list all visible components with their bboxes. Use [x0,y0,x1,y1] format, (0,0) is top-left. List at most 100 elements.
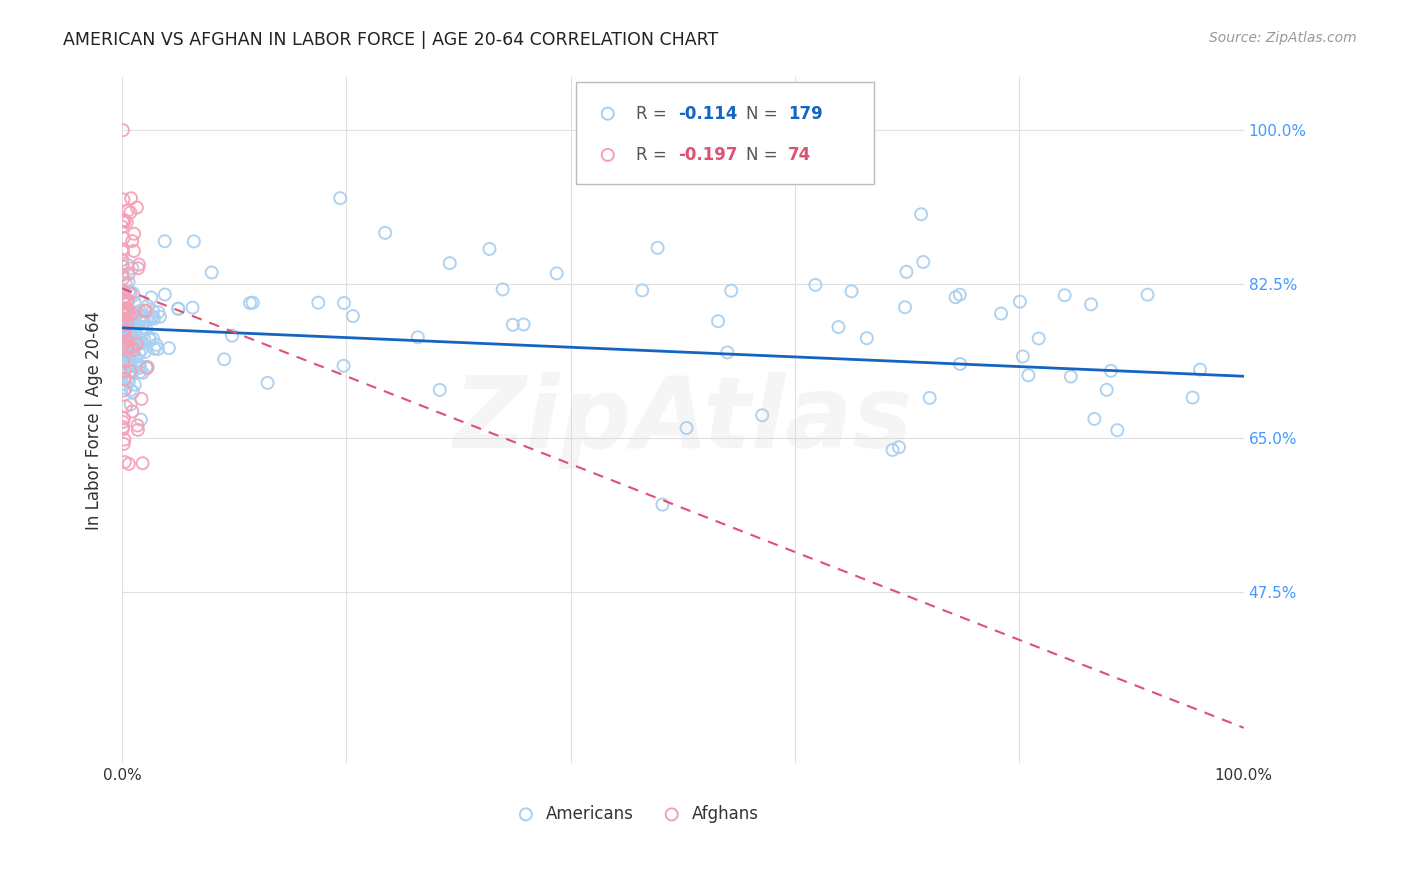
Point [949,357,972,371]
Point [115,316,138,330]
Point [912,255,935,269]
Point [1080,297,1102,311]
Point [117,203,139,218]
Text: R =: R = [636,146,672,164]
Point [121,261,143,276]
Point [127,423,149,437]
Point [131,309,153,323]
Point [118,267,141,281]
Text: Source: ZipAtlas.com: Source: ZipAtlas.com [1209,31,1357,45]
Point [125,336,148,351]
Point [117,319,139,334]
Point [115,321,138,335]
Point [439,256,461,270]
Point [149,310,172,324]
Point [333,296,356,310]
Point [141,310,163,325]
Point [111,286,134,301]
Point [647,241,669,255]
Point [146,342,169,356]
Point [111,312,134,326]
Point [115,305,138,319]
Point [1060,369,1083,384]
Point [111,422,134,436]
Point [374,226,396,240]
Point [129,310,152,325]
Point [117,351,139,365]
Point [307,295,329,310]
Point [114,321,136,335]
Point [111,330,134,344]
Point [125,337,148,351]
Point [120,322,142,336]
Point [122,227,145,241]
Point [111,284,134,298]
Point [138,331,160,345]
Point [118,370,141,384]
Point [120,347,142,361]
Point [329,191,352,205]
Point [112,411,135,425]
Point [114,301,136,316]
Point [129,335,152,350]
Point [125,201,148,215]
Point [127,261,149,276]
Point [332,359,354,373]
Point [675,421,697,435]
Point [122,346,145,360]
Point [596,169,619,184]
Point [115,313,138,327]
Point [148,305,170,319]
Point [114,433,136,447]
Point [112,295,135,310]
Point [112,325,135,339]
Point [1181,391,1204,405]
Point [120,344,142,359]
Point [136,299,159,313]
Point [112,333,135,347]
Text: -0.114: -0.114 [679,104,738,123]
Point [112,313,135,327]
Point [114,455,136,469]
Point [707,314,730,328]
Point [342,309,364,323]
Point [120,340,142,354]
Point [112,437,135,451]
Point [183,235,205,249]
Point [117,325,139,339]
Point [114,291,136,305]
Point [111,242,134,256]
Point [135,322,157,336]
Point [112,318,135,333]
Point [120,286,142,301]
Point [118,306,141,320]
Point [631,284,654,298]
Point [1017,368,1039,383]
Point [117,275,139,289]
Point [1107,423,1129,437]
Point [114,364,136,378]
Point [1189,362,1212,376]
Point [115,333,138,347]
Point [128,346,150,360]
Point [142,304,165,318]
Point [157,341,180,355]
Point [112,293,135,307]
Point [221,328,243,343]
Point [120,365,142,379]
Point [120,383,142,397]
Point [115,334,138,348]
Text: 74: 74 [789,146,811,164]
Point [121,322,143,336]
Point [118,349,141,363]
Text: 179: 179 [789,104,823,123]
Point [491,282,513,296]
Point [212,352,235,367]
Point [512,318,534,332]
Point [111,415,134,429]
Point [127,418,149,433]
Point [120,205,142,219]
Point [117,340,139,354]
Point [153,234,176,248]
Point [111,338,134,352]
